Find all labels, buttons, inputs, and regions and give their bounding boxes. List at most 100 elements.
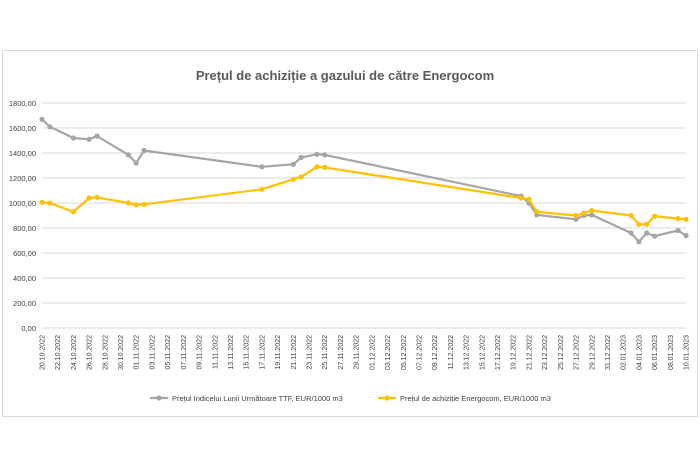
x-tick-label: 29.12.2022 xyxy=(589,335,596,370)
data-point xyxy=(636,239,642,245)
data-point xyxy=(683,216,689,222)
x-tick-label: 11.11.2022 xyxy=(212,335,219,369)
data-point xyxy=(628,230,634,236)
y-tick-label: 1000,00 xyxy=(9,199,36,208)
x-tick-label: 22.10.2022 xyxy=(55,335,62,370)
y-axis-ticks: 0,00 200,00 400,00 600,00 800,00 1000,00 1200,… xyxy=(9,99,36,333)
x-tick-label: 28.10.2022 xyxy=(102,335,109,370)
data-point xyxy=(125,200,131,206)
data-point xyxy=(322,152,328,158)
x-tick-label: 01.11.2022 xyxy=(134,335,141,370)
data-point xyxy=(652,233,658,239)
data-point xyxy=(133,160,139,166)
data-point xyxy=(534,209,540,215)
data-point xyxy=(298,174,304,180)
x-tick-label: 30.10.2022 xyxy=(118,335,125,370)
x-tick-label: 24.10.2022 xyxy=(71,335,78,370)
x-tick-label: 27.12.2022 xyxy=(574,335,581,370)
data-point xyxy=(628,212,634,219)
data-point xyxy=(94,194,100,200)
x-tick-label: 01.12.2022 xyxy=(369,335,376,370)
data-point xyxy=(290,161,296,167)
series-2 xyxy=(39,164,689,227)
x-tick-label: 23.11.2022 xyxy=(307,335,314,370)
data-point xyxy=(322,164,328,170)
x-tick-label: 26.10.2022 xyxy=(87,335,94,370)
x-tick-label: 03.11.2022 xyxy=(149,335,156,370)
x-tick-label: 10.01.2023 xyxy=(684,335,691,370)
data-point xyxy=(141,147,147,154)
data-point xyxy=(314,164,320,170)
data-point xyxy=(39,116,45,122)
data-point xyxy=(125,152,131,158)
data-point xyxy=(644,230,650,236)
x-tick-label: 21.12.2022 xyxy=(526,335,533,370)
data-point xyxy=(39,199,45,205)
x-tick-label: 07.11.2022 xyxy=(181,335,188,370)
x-tick-label: 08.01.2023 xyxy=(668,335,675,370)
data-point xyxy=(314,151,320,157)
data-point xyxy=(86,136,92,142)
data-point xyxy=(573,216,579,222)
x-tick-label: 19.11.2022 xyxy=(275,335,282,370)
data-point xyxy=(589,212,595,218)
legend-marker xyxy=(384,395,390,401)
data-point xyxy=(298,154,304,160)
x-tick-label: 25.12.2022 xyxy=(558,335,565,370)
x-tick-label: 23.12.2022 xyxy=(542,335,549,370)
x-tick-label: 20.10.2022 xyxy=(40,335,47,370)
legend-marker xyxy=(156,395,162,401)
data-point xyxy=(675,227,681,234)
x-tick-label: 19.12.2022 xyxy=(511,335,518,370)
x-tick-label: 13.12.2022 xyxy=(464,335,471,370)
x-tick-label: 31.12.2022 xyxy=(605,335,612,370)
data-point xyxy=(290,176,296,182)
x-tick-label: 09.12.2022 xyxy=(432,335,439,370)
chart-title: Prețul de achiziție a gazului de către E… xyxy=(196,68,494,83)
x-tick-label: 29.11.2022 xyxy=(354,335,361,370)
y-tick-label: 600,00 xyxy=(13,249,36,258)
data-point xyxy=(133,202,139,208)
data-point xyxy=(636,221,642,227)
legend-label: Prețul Indicelui Lunii Următoare TTF, EU… xyxy=(172,394,343,403)
data-point xyxy=(70,209,76,215)
y-tick-label: 1600,00 xyxy=(9,124,36,133)
data-point xyxy=(141,201,147,207)
y-tick-label: 800,00 xyxy=(13,224,36,233)
data-point xyxy=(589,207,595,214)
x-tick-label: 02.01.2023 xyxy=(621,335,628,370)
data-point xyxy=(644,221,650,227)
y-tick-label: 400,00 xyxy=(13,274,36,283)
x-tick-label: 15.11.2022 xyxy=(244,335,251,370)
y-tick-label: 1400,00 xyxy=(9,149,36,158)
x-tick-label: 17.12.2022 xyxy=(495,335,502,370)
legend-item: Prețul Indicelui Lunii Următoare TTF, EU… xyxy=(150,394,343,403)
gridlines xyxy=(42,102,686,329)
x-tick-label: 09.11.2022 xyxy=(197,335,204,370)
x-tick-label: 05.12.2022 xyxy=(401,335,408,370)
x-tick-label: 27.11.2022 xyxy=(338,335,345,370)
y-tick-label: 200,00 xyxy=(13,299,36,308)
data-point xyxy=(652,213,658,219)
x-tick-label: 17.11.2022 xyxy=(259,335,266,370)
x-tick-label: 25.11.2022 xyxy=(322,335,329,370)
legend-label: Prețul de achiziție Energocom, EUR/1000 … xyxy=(400,394,551,403)
data-point xyxy=(70,135,76,141)
x-tick-label: 03.12.2022 xyxy=(385,335,392,370)
x-tick-label: 15.12.2022 xyxy=(479,335,486,370)
x-tick-label: 04.01.2023 xyxy=(636,335,643,370)
data-point xyxy=(526,196,532,202)
x-tick-label: 11.12.2022 xyxy=(448,335,455,370)
x-tick-label: 05.11.2022 xyxy=(165,335,172,370)
legend: Prețul Indicelui Lunii Următoare TTF, EU… xyxy=(150,394,551,403)
x-tick-label: 07.12.2022 xyxy=(416,335,423,370)
data-point xyxy=(573,212,579,219)
data-point xyxy=(259,186,265,192)
chart-frame xyxy=(2,50,698,417)
data-point xyxy=(259,164,265,170)
data-point xyxy=(94,133,100,139)
x-tick-label: 13.11.2022 xyxy=(228,335,235,370)
data-point xyxy=(675,216,681,222)
